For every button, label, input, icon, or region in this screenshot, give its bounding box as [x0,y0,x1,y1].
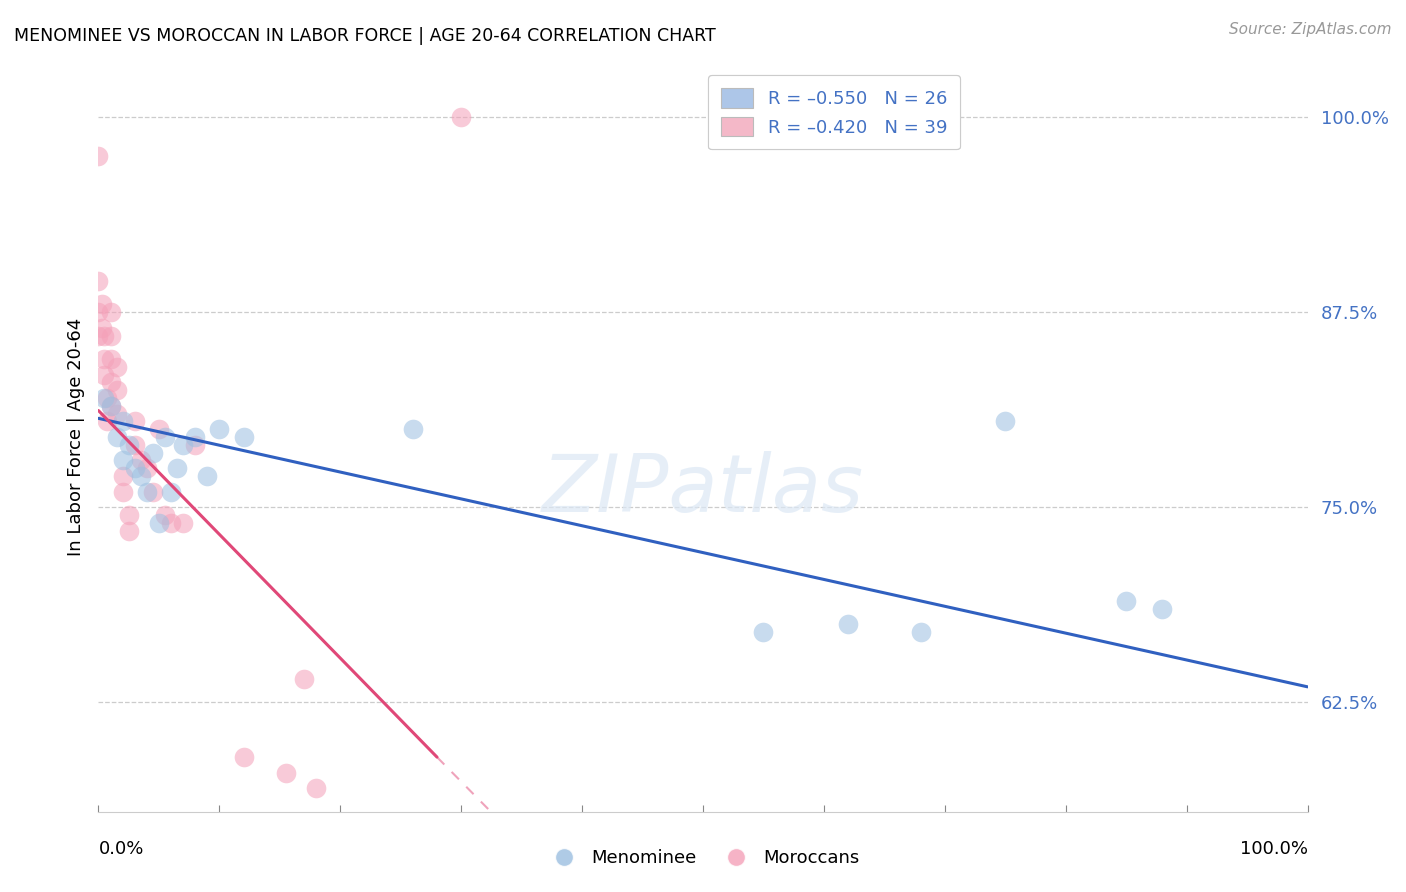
Point [208,422,231,436]
Point [166,461,188,475]
Point [142,484,165,499]
Point [87,149,110,163]
Point [93,351,115,366]
Point [93,368,115,382]
Legend: R = –0.550   N = 26, R = –0.420   N = 39: R = –0.550 N = 26, R = –0.420 N = 39 [709,75,960,149]
Point [195,469,218,483]
Point [100,399,122,413]
Point [100,376,122,390]
Point [100,351,122,366]
Point [994,414,1017,428]
Legend: Menominee, Moroccans: Menominee, Moroccans [538,842,868,874]
Point [93,391,115,405]
Point [111,484,134,499]
Point [111,414,134,428]
Point [153,430,176,444]
Point [87,305,110,319]
Point [105,384,128,398]
Y-axis label: In Labor Force | Age 20-64: In Labor Force | Age 20-64 [66,318,84,557]
Point [837,617,859,632]
Point [118,438,141,452]
Point [118,524,141,538]
Point [153,508,176,523]
Point [1115,594,1137,608]
Point [148,516,170,530]
Point [910,625,932,640]
Point [118,508,141,523]
Point [91,320,114,334]
Point [292,672,315,686]
Point [87,328,110,343]
Point [100,399,122,413]
Text: 100.0%: 100.0% [1240,840,1308,858]
Point [93,328,115,343]
Point [184,438,207,452]
Point [100,328,122,343]
Point [105,359,128,374]
Point [129,453,152,467]
Point [402,422,425,436]
Point [87,274,110,288]
Point [160,484,183,499]
Point [274,765,297,780]
Point [172,438,194,452]
Point [111,453,134,467]
Point [96,391,118,405]
Point [91,297,114,311]
Point [96,414,118,428]
Point [148,422,170,436]
Point [232,750,254,764]
Point [135,484,157,499]
Point [450,110,472,124]
Text: 0.0%: 0.0% [98,840,143,858]
Text: MENOMINEE VS MOROCCAN IN LABOR FORCE | AGE 20-64 CORRELATION CHART: MENOMINEE VS MOROCCAN IN LABOR FORCE | A… [14,27,716,45]
Point [105,430,128,444]
Point [160,516,183,530]
Point [135,461,157,475]
Point [124,461,146,475]
Point [111,469,134,483]
Text: Source: ZipAtlas.com: Source: ZipAtlas.com [1229,22,1392,37]
Point [124,438,146,452]
Point [184,430,207,444]
Point [129,469,152,483]
Point [752,625,775,640]
Point [105,407,128,421]
Point [172,516,194,530]
Point [232,430,254,444]
Point [124,414,146,428]
Point [1152,601,1174,615]
Point [100,305,122,319]
Point [389,821,412,835]
Text: ZIPatlas: ZIPatlas [541,450,865,529]
Point [305,781,328,796]
Point [142,445,165,459]
